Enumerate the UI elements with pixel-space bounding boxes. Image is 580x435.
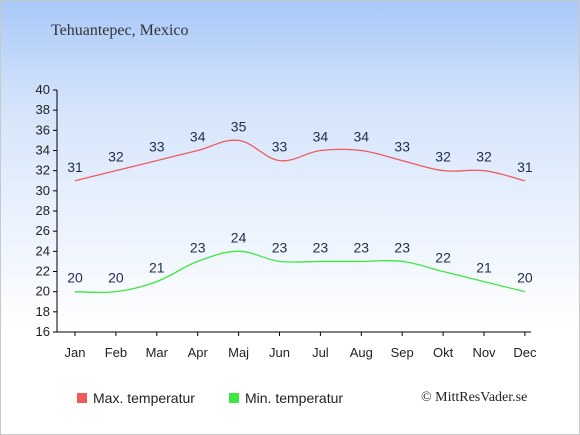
y-tick-label: 34 bbox=[36, 143, 50, 158]
min-temp-label: 21 bbox=[476, 260, 492, 276]
min-temp-label: 23 bbox=[313, 239, 329, 255]
y-tick-label: 40 bbox=[36, 82, 50, 97]
copyright-text: © MittResVader.se bbox=[421, 390, 528, 405]
y-tick-label: 18 bbox=[36, 304, 50, 319]
x-tick-label: Jan bbox=[65, 345, 86, 360]
max-temp-label: 35 bbox=[231, 118, 247, 134]
x-tick-label: Mar bbox=[146, 345, 169, 360]
legend-min: Min. temperatur bbox=[229, 390, 343, 406]
y-tick-label: 36 bbox=[36, 122, 50, 137]
y-tick-label: 20 bbox=[36, 284, 50, 299]
min-temp-label: 23 bbox=[272, 239, 288, 255]
max-temp-label: 32 bbox=[108, 149, 124, 165]
min-temp-label: 23 bbox=[190, 239, 206, 255]
x-tick-label: Dec bbox=[513, 345, 537, 360]
max-temp-label: 34 bbox=[190, 129, 206, 145]
legend-min-label: Min. temperatur bbox=[245, 390, 344, 406]
y-tick-label: 24 bbox=[36, 243, 50, 258]
min-temp-label: 24 bbox=[231, 229, 247, 245]
chart-title: Tehuantepec, Mexico bbox=[51, 22, 189, 39]
y-tick-label: 28 bbox=[36, 203, 50, 218]
max-temp-label: 33 bbox=[272, 139, 288, 155]
x-tick-label: Aug bbox=[350, 345, 373, 360]
min-temp-line bbox=[74, 250, 526, 294]
y-tick-label: 26 bbox=[36, 223, 50, 238]
max-temp-label: 33 bbox=[394, 139, 410, 155]
min-temp-label: 20 bbox=[67, 270, 83, 286]
y-tick-label: 32 bbox=[36, 163, 50, 178]
x-tick-label: Sep bbox=[391, 345, 414, 360]
min-temp-label: 23 bbox=[394, 239, 410, 255]
legend-max-label: Max. temperatur bbox=[93, 390, 195, 406]
max-temp-line bbox=[74, 139, 526, 182]
x-tick-label: Jul bbox=[312, 345, 329, 360]
y-tick-label: 22 bbox=[36, 264, 50, 279]
legend-min-swatch bbox=[229, 393, 239, 403]
min-temp-label: 20 bbox=[517, 270, 533, 286]
x-tick-label: Nov bbox=[472, 345, 496, 360]
x-tick-label: Feb bbox=[105, 345, 127, 360]
y-tick-label: 30 bbox=[36, 183, 50, 198]
legend-max-swatch bbox=[77, 393, 87, 403]
min-temp-label: 20 bbox=[108, 270, 124, 286]
y-tick-label: 16 bbox=[36, 324, 50, 339]
legend-max: Max. temperatur bbox=[77, 390, 195, 406]
x-tick-label: Apr bbox=[188, 345, 209, 360]
max-temp-label: 34 bbox=[354, 129, 370, 145]
max-temp-label: 32 bbox=[476, 149, 492, 165]
min-temp-label: 23 bbox=[354, 239, 370, 255]
x-tick-label: Maj bbox=[228, 345, 249, 360]
x-tick-label: Jun bbox=[269, 345, 290, 360]
min-temp-label: 21 bbox=[149, 260, 165, 276]
max-temp-label: 31 bbox=[517, 159, 533, 175]
min-temp-label: 22 bbox=[435, 250, 451, 266]
max-temp-label: 32 bbox=[435, 149, 451, 165]
max-temp-label: 33 bbox=[149, 139, 165, 155]
max-temp-label: 31 bbox=[67, 159, 83, 175]
max-temp-label: 34 bbox=[313, 129, 329, 145]
x-tick-label: Okt bbox=[433, 345, 454, 360]
y-tick-label: 38 bbox=[36, 102, 50, 117]
